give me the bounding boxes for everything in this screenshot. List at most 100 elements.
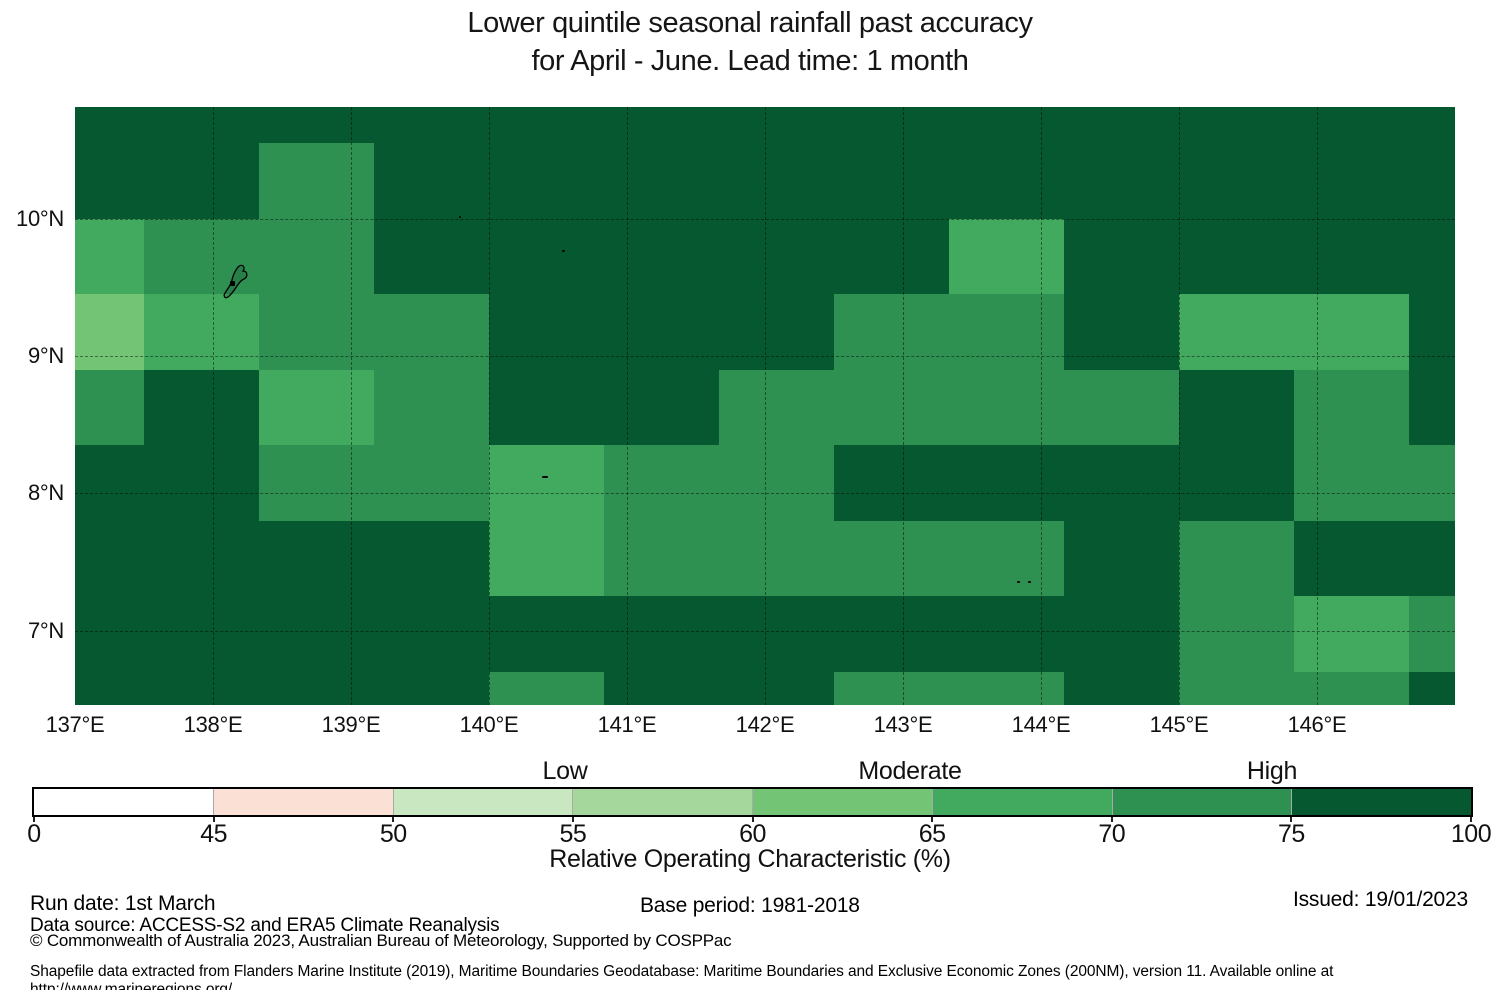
map-cell [1293,445,1410,522]
map-cell [948,520,1065,598]
colorbar-segment-55-60 [572,789,752,815]
map-cell [948,672,1065,705]
x-axis-tick-label: 139°E [321,712,381,737]
map-cell [948,107,1065,144]
colorbar-segment-70-75 [1111,789,1292,815]
colorbar-tick-label: 45 [200,820,228,848]
map-cell [1179,294,1295,371]
y-axis-tick-label: 7°N [27,617,64,643]
colorbar-axis-label: Relative Operating Characteristic (%) [549,845,951,873]
colorbar-tickmark [1290,817,1293,822]
map-cell [75,672,145,705]
colorbar-tickmark [571,817,574,822]
map-cell [719,107,835,144]
map-cell [1293,520,1410,598]
map-cell [489,596,605,673]
map-cell [75,218,145,295]
colorbar-tickmark [212,817,215,822]
map-cell [374,218,490,295]
colorbar-tick-label: 50 [379,820,407,848]
gridline-latitude [75,630,1455,632]
map-cell [258,445,375,522]
map-cell [144,445,260,522]
colorbar-tickmark [751,817,754,822]
y-axis-tick-label: 8°N [27,480,64,506]
map-cell [834,520,950,598]
map-panel [75,107,1455,705]
y-axis-tick-label: 9°N [27,342,64,368]
map-cell [1409,596,1455,673]
gridline-longitude [1179,107,1180,705]
map-cell [75,143,145,220]
x-axis-tick-label: 146°E [1287,712,1347,737]
gridline-longitude [351,107,352,705]
colorbar-segment-50-55 [392,789,573,815]
map-cell [144,294,260,371]
map-cell [834,218,950,295]
map-cell [374,445,490,522]
colorbar-category-high: High [1246,757,1298,785]
colorbar-category-moderate: Moderate [858,757,962,785]
map-cell [834,445,950,522]
map-cell [603,369,720,446]
map-cell [948,294,1065,371]
map-cell [1409,445,1455,522]
gridline-longitude [489,107,490,705]
map-cell [1179,672,1295,705]
map-cell [144,218,260,295]
colorbar-segment-75-100 [1291,789,1471,815]
colorbar-tickmark [392,817,395,822]
map-cell [1064,294,1180,371]
colorbar-segment-45-50 [212,789,393,815]
map-cell [1409,143,1455,220]
map-cell [374,520,490,598]
gridline-longitude [765,107,766,705]
colorbar-tick-label: 100 [1450,820,1492,848]
map-cell [1064,596,1180,673]
colorbar [32,787,1473,817]
colorbar-tickmark [1470,817,1472,822]
base-period-text: Base period: 1981-2018 [640,894,860,917]
map-cell [374,143,490,220]
colorbar-tick-label: 0 [27,820,41,848]
map-cell [75,107,145,144]
map-cell [1293,672,1410,705]
island-dot [1017,581,1020,583]
gridline-longitude [213,107,214,705]
map-cell [719,143,835,220]
chart-title: Lower quintile seasonal rainfall past ac… [0,4,1500,80]
map-cell [258,672,375,705]
colorbar-segment-0-45 [34,789,213,815]
x-axis-tick-label: 144°E [1011,712,1071,737]
map-cell [948,143,1065,220]
map-cell [1179,218,1295,295]
x-axis-tick-label: 137°E [45,712,105,737]
map-cell [948,596,1065,673]
map-cell [834,369,950,446]
map-cell [603,107,720,144]
island-dot [459,216,461,218]
map-cell [719,520,835,598]
map-cell [1293,143,1410,220]
map-cell [1293,369,1410,446]
gridline-latitude [75,493,1455,495]
map-cell [603,218,720,295]
map-cell [1064,445,1180,522]
map-cell [258,520,375,598]
x-axis-tick-label: 140°E [459,712,519,737]
map-cell [489,294,605,371]
copyright-text: © Commonwealth of Australia 2023, Austra… [30,931,732,950]
colorbar-tick-label: 60 [739,820,766,848]
map-cell [1409,520,1455,598]
map-cell [258,369,375,446]
x-axis-tick-label: 141°E [597,712,657,737]
map-cell [1179,520,1295,598]
map-cell [489,445,605,522]
map-cell [489,107,605,144]
map-cell [948,218,1065,295]
map-cell [374,294,490,371]
gridline-latitude [75,218,1455,220]
x-axis-tick-label: 138°E [183,712,243,737]
map-cell [144,596,260,673]
map-cell [1179,596,1295,673]
